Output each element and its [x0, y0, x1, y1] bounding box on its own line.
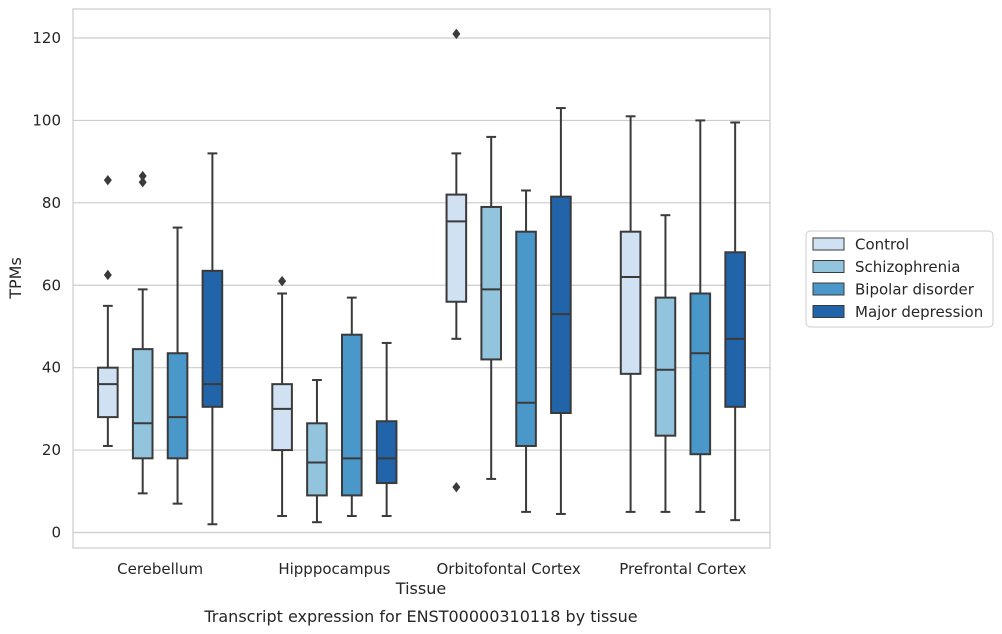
outlier-point	[452, 28, 461, 40]
x-axis-title: Tissue	[395, 579, 446, 598]
y-tick-label: 80	[42, 194, 61, 212]
x-tick-label: Hipppocampus	[278, 560, 390, 578]
iqr-box	[724, 251, 746, 408]
legend-swatch	[812, 282, 845, 296]
y-tick-label: 40	[42, 359, 61, 377]
y-tick-label: 100	[32, 111, 61, 129]
box-schizophrenia	[306, 379, 328, 524]
box-major-depression	[550, 107, 572, 515]
outlier-point	[138, 170, 147, 182]
x-tick-label: Prefrontal Cortex	[619, 560, 746, 578]
y-tick-label: 120	[32, 29, 61, 47]
box-control	[619, 115, 642, 513]
gridlines	[73, 37, 770, 534]
legend-swatch	[812, 305, 845, 318]
iqr-box	[480, 205, 502, 361]
legend-label: Control	[855, 236, 909, 254]
iqr-box	[689, 292, 712, 456]
iqr-box	[271, 383, 293, 452]
outlier-point	[138, 177, 147, 188]
outlier-point	[452, 481, 461, 493]
x-tick-label: Orbitofontal Cortex	[437, 560, 581, 578]
iqr-box	[306, 422, 328, 497]
iqr-box	[654, 296, 677, 437]
outlier-point	[103, 269, 112, 281]
x-axis-ticks: Cerebellum Hipppocampus Orbitofontal Corte…	[117, 560, 746, 578]
iqr-box	[515, 230, 537, 447]
iqr-box	[445, 193, 468, 303]
y-axis-title: TPMs	[6, 257, 25, 300]
y-tick-label: 20	[42, 441, 61, 459]
legend-label: Bipolar disorder	[855, 281, 975, 299]
iqr-box	[341, 333, 363, 497]
iqr-box	[619, 230, 642, 375]
x-tick-label: Cerebellum	[117, 560, 203, 578]
box-schizophrenia	[131, 170, 154, 495]
box-bipolar-disorder	[689, 119, 712, 513]
outlier-point	[278, 275, 287, 287]
iqr-box	[97, 366, 119, 419]
box-major-depression	[375, 341, 398, 518]
box-groups	[97, 28, 746, 526]
box-bipolar-disorder	[515, 189, 537, 513]
box-control	[97, 174, 119, 447]
plot-frame	[72, 8, 771, 549]
iqr-box	[201, 269, 224, 408]
box-control	[271, 275, 293, 518]
y-tick-label: 0	[51, 524, 61, 542]
outlier-point	[103, 174, 112, 186]
iqr-box	[375, 420, 398, 485]
box-schizophrenia	[480, 135, 502, 480]
iqr-box	[131, 348, 154, 460]
legend-label: Schizophrenia	[855, 258, 960, 276]
y-axis-ticks: 0 20 40 60 80 100 120	[32, 29, 61, 541]
iqr-box	[166, 352, 189, 460]
box-control	[445, 28, 468, 493]
box-bipolar-disorder	[341, 296, 363, 518]
legend-frame	[805, 230, 994, 328]
box-bipolar-disorder	[166, 226, 189, 505]
chart-caption: Transcript expression for ENST0000031011…	[203, 607, 637, 626]
iqr-box	[550, 195, 572, 414]
box-major-depression	[724, 121, 746, 522]
box-major-depression	[201, 152, 224, 526]
box-schizophrenia	[654, 214, 677, 513]
legend-swatch	[812, 260, 845, 273]
legend: Control Schizophrenia Bipolar disorder Majo…	[805, 230, 994, 328]
plot-background	[73, 9, 770, 548]
legend-swatch	[812, 237, 845, 251]
legend-label: Major depression	[855, 303, 983, 321]
y-tick-label: 60	[42, 276, 61, 294]
